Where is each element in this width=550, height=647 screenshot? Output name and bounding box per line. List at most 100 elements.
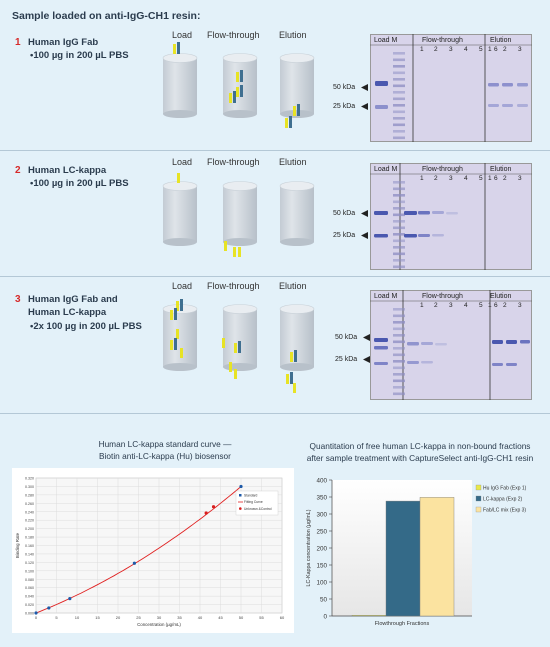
y-tick-label: 0.160 <box>25 544 34 548</box>
gel-ladder-band <box>393 91 405 94</box>
x-tick-label: 30 <box>157 615 162 620</box>
y-tick-label: 0.080 <box>25 578 34 582</box>
gel-1-25kda: 25 kDa <box>333 103 356 110</box>
y-tick-label: 0.240 <box>25 510 34 514</box>
gel-lane-number: 2 <box>434 175 438 182</box>
gel-lane-number: 3 <box>449 175 453 182</box>
bar-y-tick-label: 200 <box>316 545 327 552</box>
y-tick-label: 0.260 <box>25 502 34 506</box>
lc-molecule <box>293 383 296 393</box>
gel-ladder-band <box>393 130 405 133</box>
standard-point <box>47 606 51 610</box>
gel-3-flow-label: Flow-through <box>422 293 463 300</box>
gel-band <box>502 83 513 87</box>
gel-3-elution-label: Elution <box>490 293 512 300</box>
gel-band <box>374 211 388 215</box>
gel-ladder-band <box>393 252 405 256</box>
gel-band <box>488 104 499 107</box>
gel-ladder-band <box>393 181 405 184</box>
resin-column <box>279 181 315 246</box>
gel-lane-number: 4 <box>464 46 468 53</box>
page-title: Sample loaded on anti-IgG-CH1 resin: <box>12 10 201 22</box>
gel-band <box>374 346 388 350</box>
divider-1 <box>0 150 550 151</box>
gel-ladder-band <box>393 213 405 217</box>
standard-point <box>239 484 243 489</box>
bar-legend-swatch <box>475 506 482 513</box>
gel-band <box>375 105 388 109</box>
gel-ladder-band <box>393 97 405 101</box>
lc-molecule <box>229 362 232 372</box>
gel-lane-number: 3 <box>449 46 453 53</box>
mw-arrow-icon <box>361 103 368 110</box>
gel-lane-number: 1 <box>488 175 492 182</box>
gel-lane-number: 3 <box>518 175 522 182</box>
lc-molecule <box>176 329 179 339</box>
y-tick-label: 0.020 <box>25 603 34 607</box>
x-tick-label: 5 <box>55 615 58 620</box>
bar-legend-swatch <box>475 495 482 502</box>
sample-3-name-line2: Human LC-kappa <box>28 307 107 318</box>
bar-y-tick-label: 0 <box>323 613 327 620</box>
y-tick-label: 0.300 <box>25 485 34 489</box>
bar-y-tick-label: 50 <box>320 596 328 603</box>
mw-arrow-icon <box>361 232 368 239</box>
gel-ladder-band <box>393 360 405 363</box>
fab-molecule <box>173 42 180 54</box>
divider-3 <box>0 413 550 414</box>
gel-band <box>375 81 388 86</box>
gel-band <box>404 234 417 238</box>
gel-lane-number: 3 <box>518 302 522 309</box>
legend-curve: Fitting Curve <box>244 500 263 504</box>
gel-ladder-band <box>393 65 405 68</box>
gel-band <box>421 342 433 345</box>
resin-column <box>162 181 198 246</box>
gel-band <box>488 83 499 87</box>
fab-molecule <box>293 104 300 116</box>
col-flow-3: Flow-through <box>207 281 260 291</box>
gel-band <box>432 211 444 214</box>
bar-chart-panel: 0 50 100 150 200 250 300 350 400 LC-Kappa concent… <box>300 470 540 640</box>
std-curve-chart: 0.000 0.020 0.040 0.060 0.080 0.100 0.120 0.140… <box>15 477 285 628</box>
lc-molecule <box>224 241 227 251</box>
gel-ladder-band <box>393 187 405 191</box>
bar-chart-title: Quantitation of free human LC-kappa in n… <box>290 440 550 464</box>
gel-band <box>492 340 503 344</box>
x-tick-label: 50 <box>239 615 244 620</box>
mw-arrow-icon <box>361 210 368 217</box>
gel-band <box>506 363 517 366</box>
y-tick-label: 0.120 <box>25 561 34 565</box>
standard-point <box>34 611 38 615</box>
col-flow-2: Flow-through <box>207 157 260 167</box>
gel-lane-number: 6 <box>494 302 498 309</box>
sample-1-name: Human IgG Fab <box>28 37 99 48</box>
resin-column <box>279 304 315 371</box>
col-load-1: Load <box>172 30 193 40</box>
gel-ladder-band <box>393 386 405 389</box>
col-load-3: Load <box>172 281 193 291</box>
gel-ladder-band <box>393 110 405 114</box>
gel-ladder-band <box>393 239 405 243</box>
bar-y-tick-label: 400 <box>316 477 327 484</box>
gel-3-50kda: 50 kDa <box>335 334 358 341</box>
gel-lane-number: 5 <box>479 46 483 53</box>
gel-3-load-label: Load M <box>374 293 398 300</box>
x-tick-label: 35 <box>177 615 182 620</box>
y-tick-label: 0.280 <box>25 493 34 497</box>
y-tick-label: 0.200 <box>25 527 34 531</box>
gel-ladder-band <box>393 373 405 376</box>
fab-molecule <box>229 91 236 103</box>
gel-lane-number: 1 <box>420 46 424 53</box>
resin-column <box>162 53 198 118</box>
gel-1-load-label: Load M <box>374 37 398 44</box>
unknown-point <box>211 505 216 509</box>
gel-band <box>435 343 447 346</box>
gel-ladder-band <box>393 353 405 357</box>
gel-ladder-band <box>393 265 405 269</box>
gel-ladder-band <box>393 58 405 62</box>
gel-2-elution-label: Elution <box>490 166 512 173</box>
gel-ladder-band <box>393 340 405 344</box>
